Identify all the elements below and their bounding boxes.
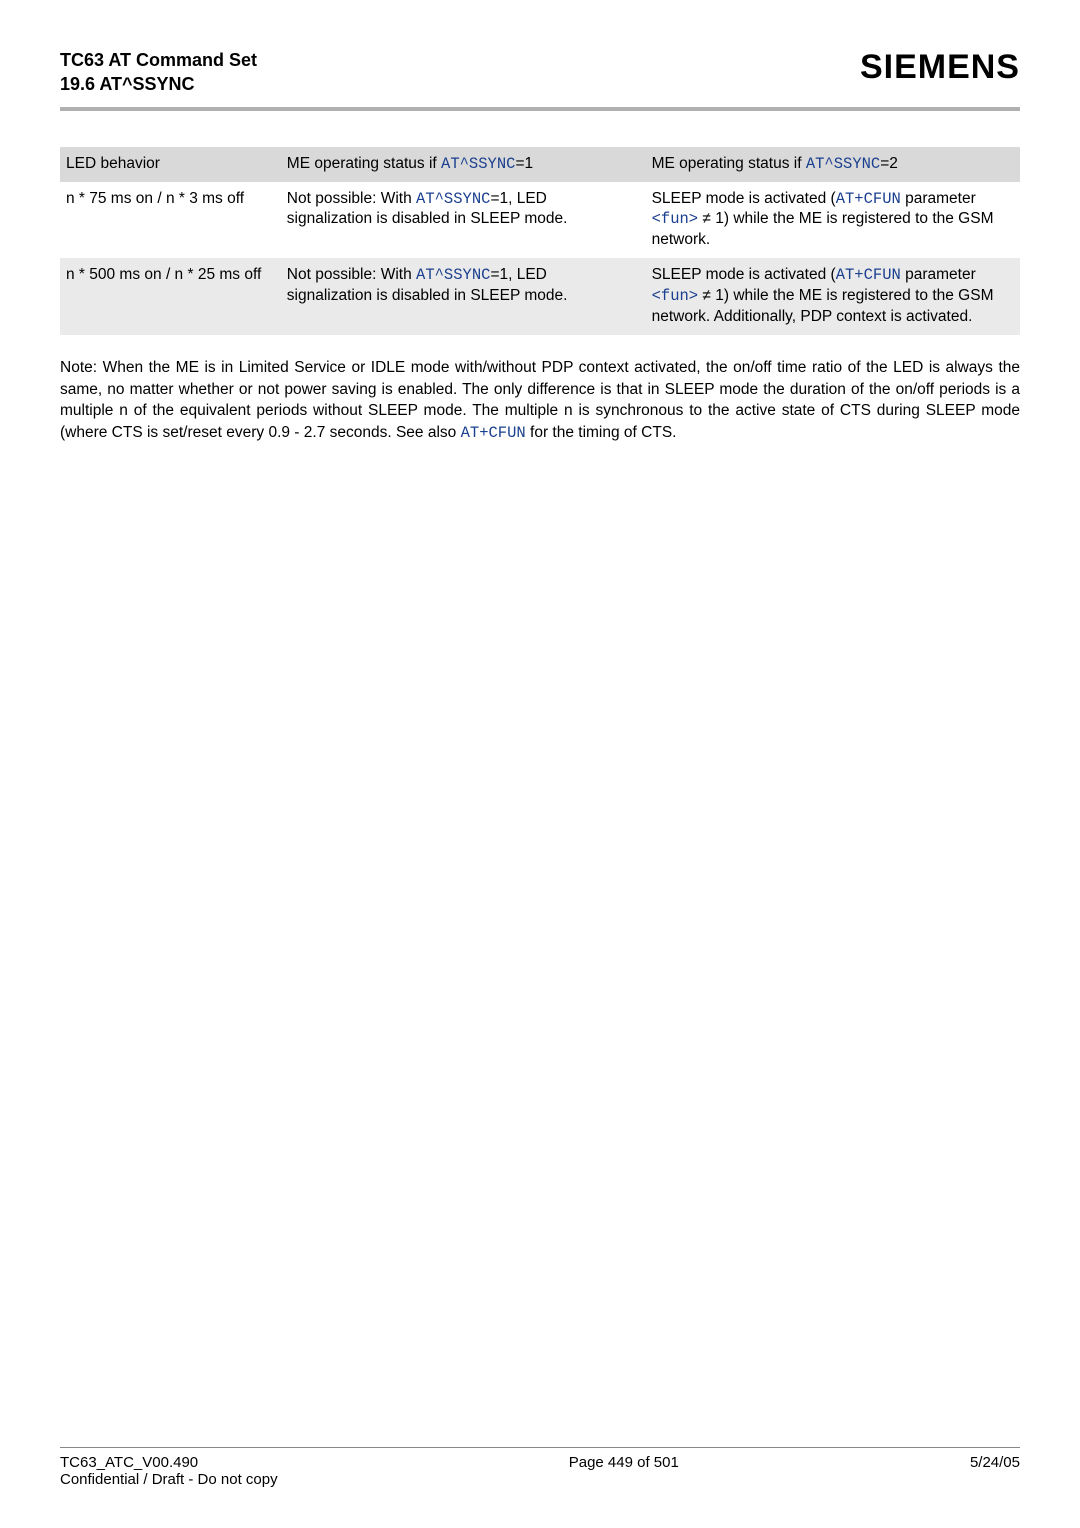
note-post: for the timing of CTS. [526, 424, 677, 441]
col3-cmd: AT^SSYNC [806, 155, 880, 173]
r1c3-cmd1: AT+CFUN [836, 266, 901, 284]
r1c3-post: ≠ 1) while the ME is registered to the G… [652, 287, 994, 325]
led-behavior-table: LED behavior ME operating status if AT^S… [60, 147, 1020, 335]
col2-cmd: AT^SSYNC [441, 155, 515, 173]
brand-wordmark: SIEMENS [860, 48, 1020, 87]
cell-ssync2-1: SLEEP mode is activated (AT+CFUN paramet… [646, 182, 1020, 259]
table-row: n * 500 ms on / n * 25 ms off Not possib… [60, 258, 1020, 335]
footer-docid: TC63_ATC_V00.490 [60, 1454, 278, 1471]
footer-page: Page 449 of 501 [569, 1454, 679, 1488]
cell-led-1: n * 75 ms on / n * 3 ms off [60, 182, 281, 259]
table-header-row: LED behavior ME operating status if AT^S… [60, 147, 1020, 182]
r0c3-post: ≠ 1) while the ME is registered to the G… [652, 210, 994, 248]
page-header: TC63 AT Command Set 19.6 AT^SSYNC SIEMEN… [60, 48, 1020, 97]
cell-ssync1-1: Not possible: With AT^SSYNC=1, LED signa… [281, 182, 646, 259]
r0c3-cmd2: <fun> [652, 210, 699, 228]
note-paragraph: Note: When the ME is in Limited Service … [60, 357, 1020, 445]
header-left: TC63 AT Command Set 19.6 AT^SSYNC [60, 48, 257, 97]
col2-label: ME operating status if [287, 155, 441, 172]
r1c2-pre: Not possible: With [287, 266, 416, 283]
doc-title: TC63 AT Command Set [60, 48, 257, 72]
cell-led-2: n * 500 ms on / n * 25 ms off [60, 258, 281, 335]
r0c3-cmd1: AT+CFUN [836, 190, 901, 208]
r1c3-pre: SLEEP mode is activated ( [652, 266, 836, 283]
col3-label: ME operating status if [652, 155, 806, 172]
doc-section: 19.6 AT^SSYNC [60, 72, 257, 96]
footer-date: 5/24/05 [970, 1454, 1020, 1488]
r0c3-mid: parameter [901, 190, 976, 207]
table-row: n * 75 ms on / n * 3 ms off Not possible… [60, 182, 1020, 259]
r1c3-cmd2: <fun> [652, 287, 699, 305]
col3-suffix: =2 [880, 155, 898, 172]
note-cmd: AT+CFUN [461, 424, 526, 442]
r1c2-cmd: AT^SSYNC [416, 266, 490, 284]
r0c3-pre: SLEEP mode is activated ( [652, 190, 836, 207]
r0c2-pre: Not possible: With [287, 190, 416, 207]
col-header-ssync2: ME operating status if AT^SSYNC=2 [646, 147, 1020, 182]
cell-ssync2-2: SLEEP mode is activated (AT+CFUN paramet… [646, 258, 1020, 335]
cell-ssync1-2: Not possible: With AT^SSYNC=1, LED signa… [281, 258, 646, 335]
footer-left: TC63_ATC_V00.490 Confidential / Draft - … [60, 1454, 278, 1488]
col-header-led: LED behavior [60, 147, 281, 182]
footer-confidential: Confidential / Draft - Do not copy [60, 1471, 278, 1488]
page-footer: TC63_ATC_V00.490 Confidential / Draft - … [60, 1447, 1020, 1488]
page-root: TC63 AT Command Set 19.6 AT^SSYNC SIEMEN… [0, 0, 1080, 1528]
r1c3-mid: parameter [901, 266, 976, 283]
r0c2-cmd: AT^SSYNC [416, 190, 490, 208]
col-header-ssync1: ME operating status if AT^SSYNC=1 [281, 147, 646, 182]
header-rule [60, 107, 1020, 111]
col2-suffix: =1 [515, 155, 533, 172]
